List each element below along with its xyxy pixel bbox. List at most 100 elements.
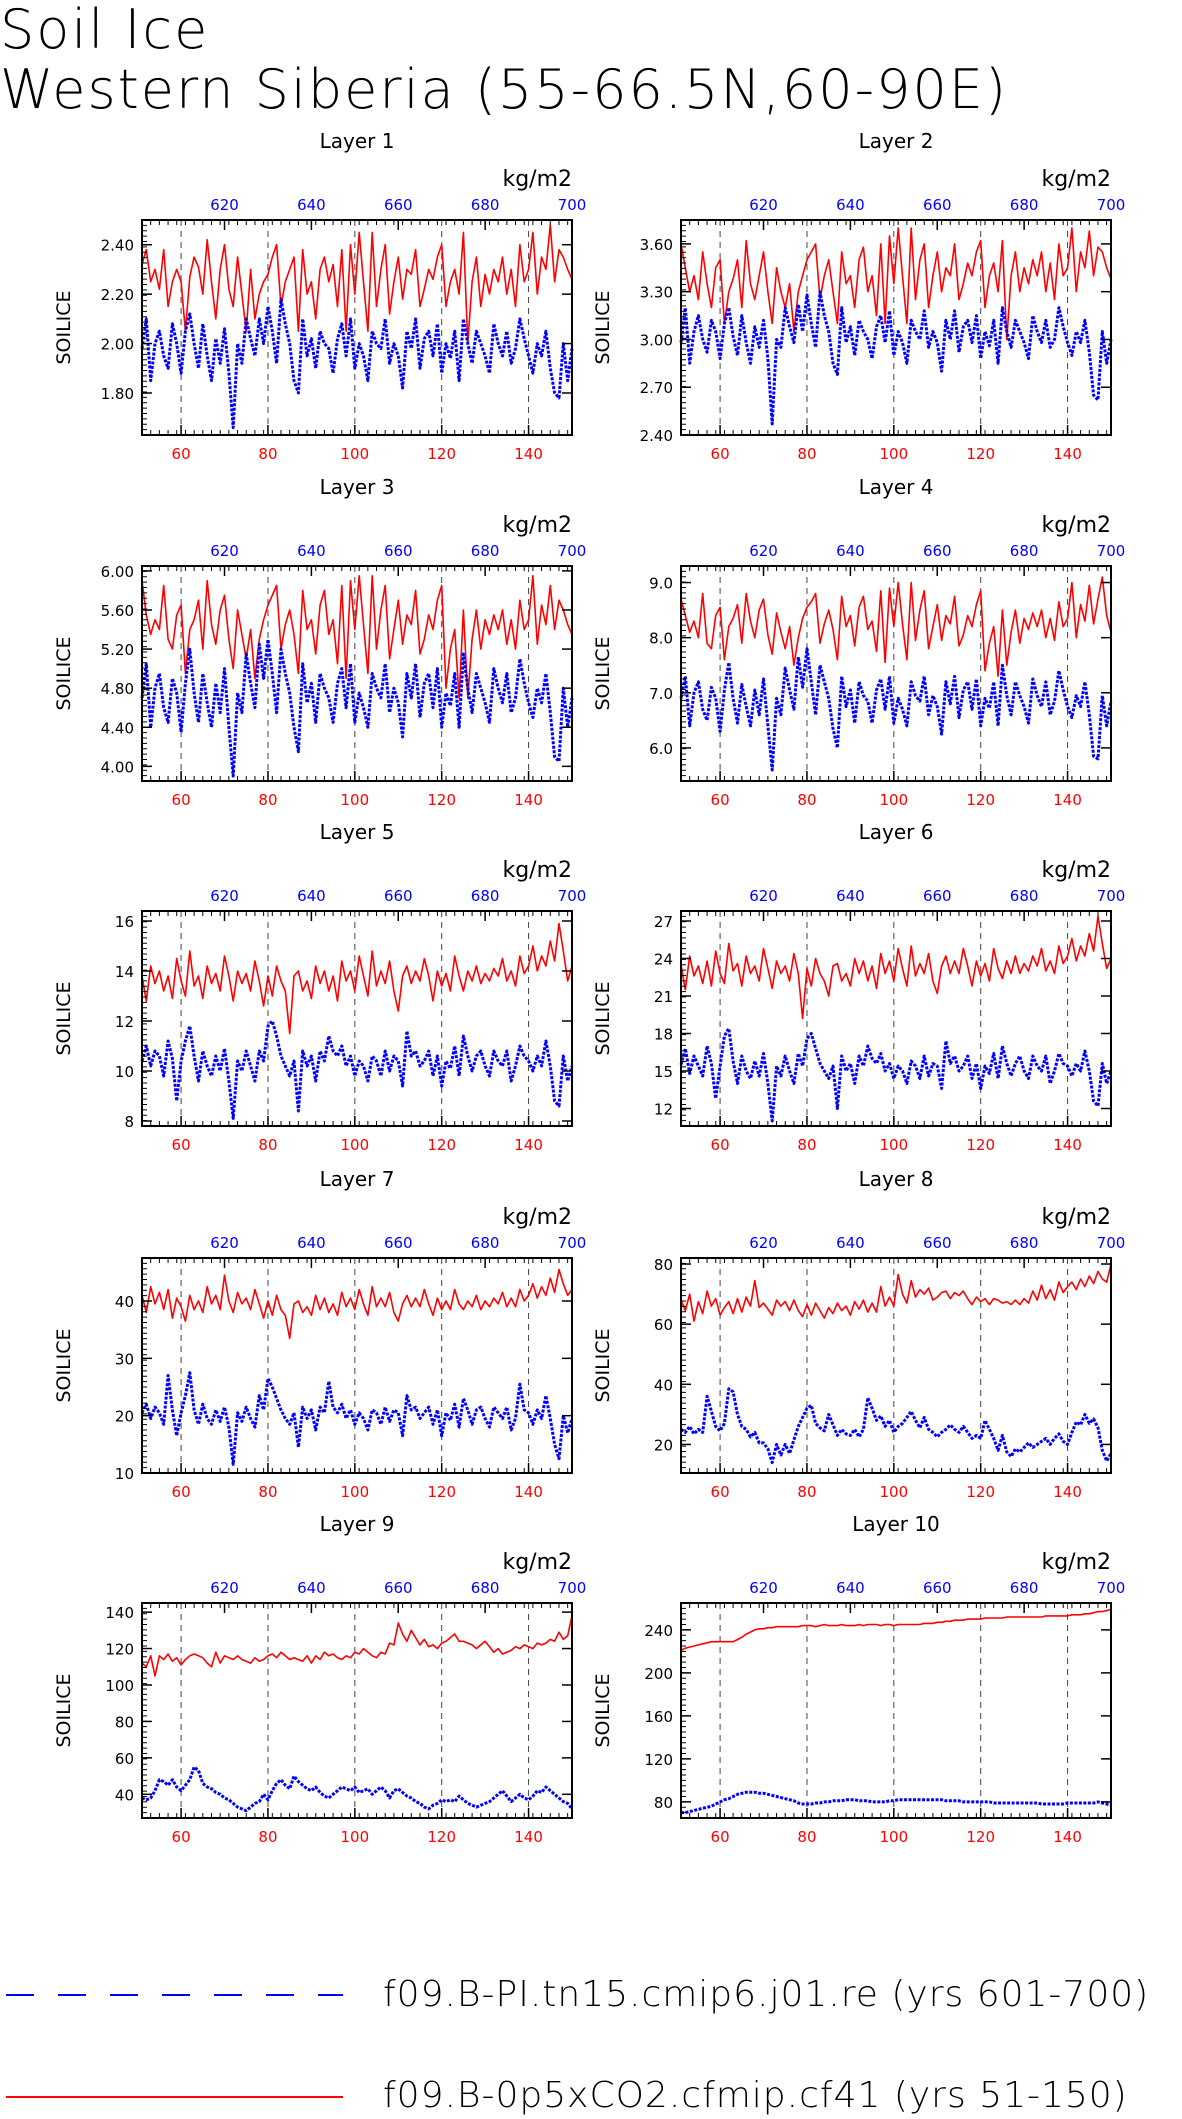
x-bottom-tick-label: 140: [1053, 791, 1082, 809]
x-top-tick-label: 680: [1010, 1234, 1039, 1252]
units-label: kg/m2: [502, 1550, 572, 1575]
x-top-tick-label: 700: [1097, 887, 1126, 905]
x-bottom-tick-label: 140: [514, 1828, 543, 1846]
series-line-control: [679, 290, 1113, 426]
y-tick-label: 2.70: [640, 379, 673, 397]
y-tick-label: 10: [115, 1465, 134, 1483]
y-tick-label: 2.40: [101, 237, 134, 255]
x-bottom-tick-label: 80: [258, 1136, 277, 1154]
x-top-tick-label: 680: [471, 196, 500, 214]
x-bottom-tick-label: 100: [880, 1136, 909, 1154]
y-axis-label: SOILICE: [53, 636, 75, 710]
x-top-tick-label: 700: [1097, 542, 1126, 560]
x-bottom-tick-label: 80: [797, 1828, 816, 1846]
x-bottom-tick-label: 140: [1053, 445, 1082, 463]
panel-layer-1: Layer 1 kg/m2 1.80 2.00 2.20 2.40 60 80 100 120 14…: [53, 129, 586, 463]
y-tick-label: 240: [644, 1622, 673, 1640]
panel-layer-3: Layer 3 kg/m2 4.00 4.40 4.80 5.20 5.60 6.00 60 80…: [53, 475, 586, 809]
x-top-tick-label: 660: [384, 887, 413, 905]
y-tick-label: 120: [105, 1641, 134, 1659]
y-tick-label: 16: [115, 913, 134, 931]
units-label: kg/m2: [502, 1205, 572, 1230]
x-bottom-tick-label: 60: [711, 1828, 730, 1846]
y-tick-label: 18: [654, 1026, 673, 1044]
x-bottom-tick-label: 60: [711, 1483, 730, 1501]
x-bottom-tick-label: 120: [427, 1828, 456, 1846]
legend-label-control: f09.B-PI.tn15.cmip6.j01.re (yrs 601-700): [383, 1974, 1150, 2015]
y-tick-label: 2.00: [101, 336, 134, 354]
y-tick-label: 1.80: [101, 385, 134, 403]
x-bottom-tick-label: 120: [427, 1483, 456, 1501]
y-axis-label: SOILICE: [53, 981, 75, 1055]
series-line-control: [679, 647, 1113, 772]
x-bottom-tick-label: 60: [172, 445, 191, 463]
y-axis-label: SOILICE: [592, 636, 614, 710]
series-line-experiment: [141, 1268, 573, 1340]
y-tick-label: 8: [124, 1113, 134, 1131]
y-tick-label: 200: [644, 1665, 673, 1683]
x-bottom-tick-label: 140: [1053, 1136, 1082, 1154]
y-tick-label: 140: [105, 1604, 134, 1622]
x-top-tick-label: 620: [749, 1234, 778, 1252]
x-bottom-tick-label: 80: [258, 445, 277, 463]
x-top-tick-label: 680: [471, 542, 500, 560]
x-bottom-tick-label: 100: [880, 1828, 909, 1846]
x-top-tick-label: 660: [384, 196, 413, 214]
x-top-tick-label: 700: [558, 1579, 587, 1597]
x-top-tick-label: 620: [749, 887, 778, 905]
series-line-control: [140, 637, 574, 778]
x-bottom-tick-label: 80: [258, 1828, 277, 1846]
x-bottom-tick-label: 120: [966, 1483, 995, 1501]
series-line-experiment: [680, 1263, 1112, 1322]
x-top-tick-label: 620: [210, 1579, 239, 1597]
x-bottom-tick-label: 60: [711, 1136, 730, 1154]
units-label: kg/m2: [1041, 513, 1111, 538]
plot-frame: [141, 1602, 573, 1819]
y-tick-label: 12: [115, 1013, 134, 1031]
x-top-tick-label: 640: [297, 1579, 326, 1597]
x-bottom-tick-label: 140: [514, 445, 543, 463]
y-tick-label: 12: [654, 1101, 673, 1119]
x-bottom-tick-label: 120: [427, 1136, 456, 1154]
panel-layer-7: Layer 7 kg/m2 10 20 30 40 60 80 100 120 140 620 640 6…: [53, 1167, 586, 1501]
units-label: kg/m2: [1041, 1550, 1111, 1575]
y-axis-label: SOILICE: [592, 290, 614, 364]
x-bottom-tick-label: 120: [966, 445, 995, 463]
y-axis-label: SOILICE: [592, 1673, 614, 1747]
series-line-control: [141, 1765, 574, 1813]
units-label: kg/m2: [502, 513, 572, 538]
y-tick-label: 80: [115, 1713, 134, 1731]
series-line-control: [140, 1371, 574, 1466]
x-bottom-tick-label: 140: [514, 1136, 543, 1154]
y-tick-label: 160: [644, 1708, 673, 1726]
panel-title: Layer 7: [320, 1167, 395, 1191]
y-axis-label: SOILICE: [53, 1328, 75, 1402]
series-line-experiment: [680, 915, 1112, 1020]
y-tick-label: 20: [115, 1408, 134, 1426]
panel-title: Layer 3: [320, 475, 395, 499]
x-top-tick-label: 640: [297, 1234, 326, 1252]
x-top-tick-label: 660: [384, 1234, 413, 1252]
panel-layer-6: Layer 6 kg/m2 12 15 18 21 24 27 60 80 100 120 140 620…: [592, 820, 1125, 1154]
series-line-experiment: [141, 224, 573, 345]
x-top-tick-label: 680: [1010, 1579, 1039, 1597]
units-label: kg/m2: [1041, 858, 1111, 883]
x-top-tick-label: 660: [384, 542, 413, 560]
x-top-tick-label: 660: [923, 887, 952, 905]
y-axis-label: SOILICE: [592, 981, 614, 1055]
panel-title: Layer 6: [859, 820, 934, 844]
x-top-tick-label: 640: [836, 542, 865, 560]
x-bottom-tick-label: 60: [172, 1828, 191, 1846]
y-tick-label: 4.80: [101, 680, 134, 698]
x-bottom-tick-label: 60: [711, 445, 730, 463]
y-tick-label: 2.20: [101, 286, 134, 304]
x-top-tick-label: 660: [923, 196, 952, 214]
x-bottom-tick-label: 140: [1053, 1828, 1082, 1846]
y-tick-label: 27: [654, 913, 673, 931]
x-bottom-tick-label: 80: [797, 1136, 816, 1154]
x-bottom-tick-label: 80: [797, 1483, 816, 1501]
x-bottom-tick-label: 100: [341, 791, 370, 809]
y-tick-label: 40: [115, 1786, 134, 1804]
x-top-tick-label: 680: [1010, 542, 1039, 560]
